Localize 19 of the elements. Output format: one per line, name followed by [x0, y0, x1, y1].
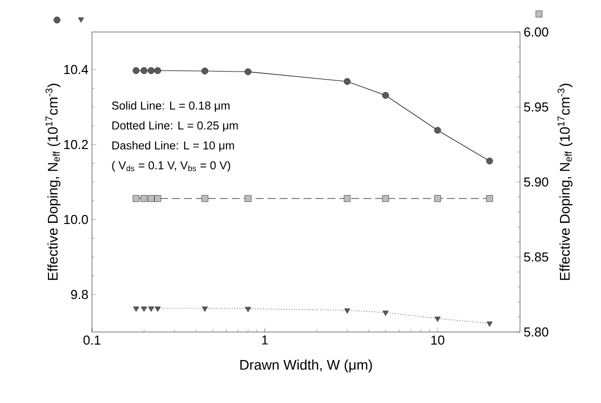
y2-tick-label: 5.80	[524, 327, 548, 337]
annotation: Dotted Line: L = 0.25 μm	[112, 121, 238, 132]
annotation: Dashed Line: L = 10 μm	[112, 141, 234, 152]
y2-axis-title: Effective Doping, N$_{eff}$ (10$^{17}$cm$^{-3}$)	[558, 84, 572, 280]
y-tick-label: 10.0	[64, 214, 88, 224]
y-tick-label: 9.8	[71, 290, 88, 300]
annotation: ( V$_{ds}$ = 0.1 V, V$_{bs}$ = 0 V)	[112, 160, 230, 172]
x-axis-title: Drawn Width, W (μm)	[240, 360, 372, 373]
x-tick-label: 1	[262, 336, 268, 344]
x-tick-label: 10	[431, 336, 444, 345]
y-tick-label: 10.4	[64, 64, 88, 74]
y2-tick-label: 5.90	[524, 177, 548, 187]
y-tick-label: 10.2	[64, 140, 88, 150]
y2-tick-label: 5.95	[524, 102, 548, 112]
y2-tick-label: 6.00	[524, 27, 548, 37]
x-tick-label: 0.1	[83, 336, 100, 345]
y-axis-title: Effective Doping, N$_{eff}$ (10$^{17}$cm$^{-3}$)	[46, 84, 60, 280]
annotation: Solid Line: L = 0.18 μm	[112, 101, 230, 112]
y2-tick-label: 5.85	[524, 252, 548, 262]
